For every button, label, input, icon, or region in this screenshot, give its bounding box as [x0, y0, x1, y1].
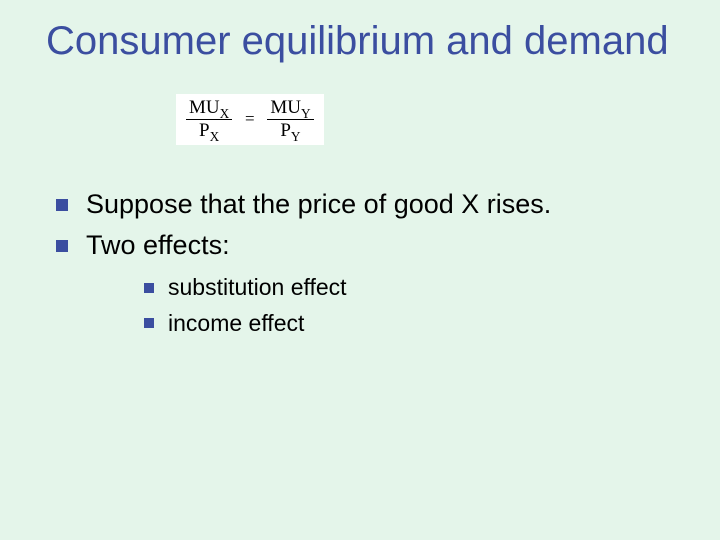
right-den-sub: Y: [291, 129, 301, 144]
left-den-sub: X: [210, 129, 220, 144]
bullet-sub-text: income effect: [168, 310, 304, 336]
bullet-text: Two effects:: [86, 230, 230, 260]
bullet-text: Suppose that the price of good X rises.: [86, 189, 551, 219]
bullet-list-level2: substitution effect income effect: [86, 271, 674, 340]
fraction-left: MUX PX: [186, 98, 232, 141]
right-numerator: MU: [270, 97, 301, 118]
formula: MUX PX = MUY PY: [186, 108, 314, 129]
bullet-item: Suppose that the price of good X rises.: [52, 185, 674, 224]
slide: Consumer equilibrium and demand MUX PX =…: [0, 0, 720, 540]
bullet-list-level1: Suppose that the price of good X rises. …: [46, 185, 674, 340]
formula-box: MUX PX = MUY PY: [176, 94, 324, 145]
left-denominator: P: [199, 120, 210, 141]
left-numerator: MU: [189, 97, 220, 118]
bullet-item: Two effects: substitution effect income …: [52, 226, 674, 340]
right-denominator: P: [280, 120, 291, 141]
slide-title: Consumer equilibrium and demand: [46, 18, 674, 64]
equals-sign: =: [237, 109, 263, 129]
formula-region: MUX PX = MUY PY: [46, 94, 674, 145]
bullet-sub-text: substitution effect: [168, 274, 347, 300]
right-num-sub: Y: [301, 106, 311, 121]
fraction-right: MUY PY: [267, 98, 313, 141]
bullet-sub-item: income effect: [140, 307, 674, 340]
left-num-sub: X: [220, 106, 230, 121]
bullet-sub-item: substitution effect: [140, 271, 674, 304]
